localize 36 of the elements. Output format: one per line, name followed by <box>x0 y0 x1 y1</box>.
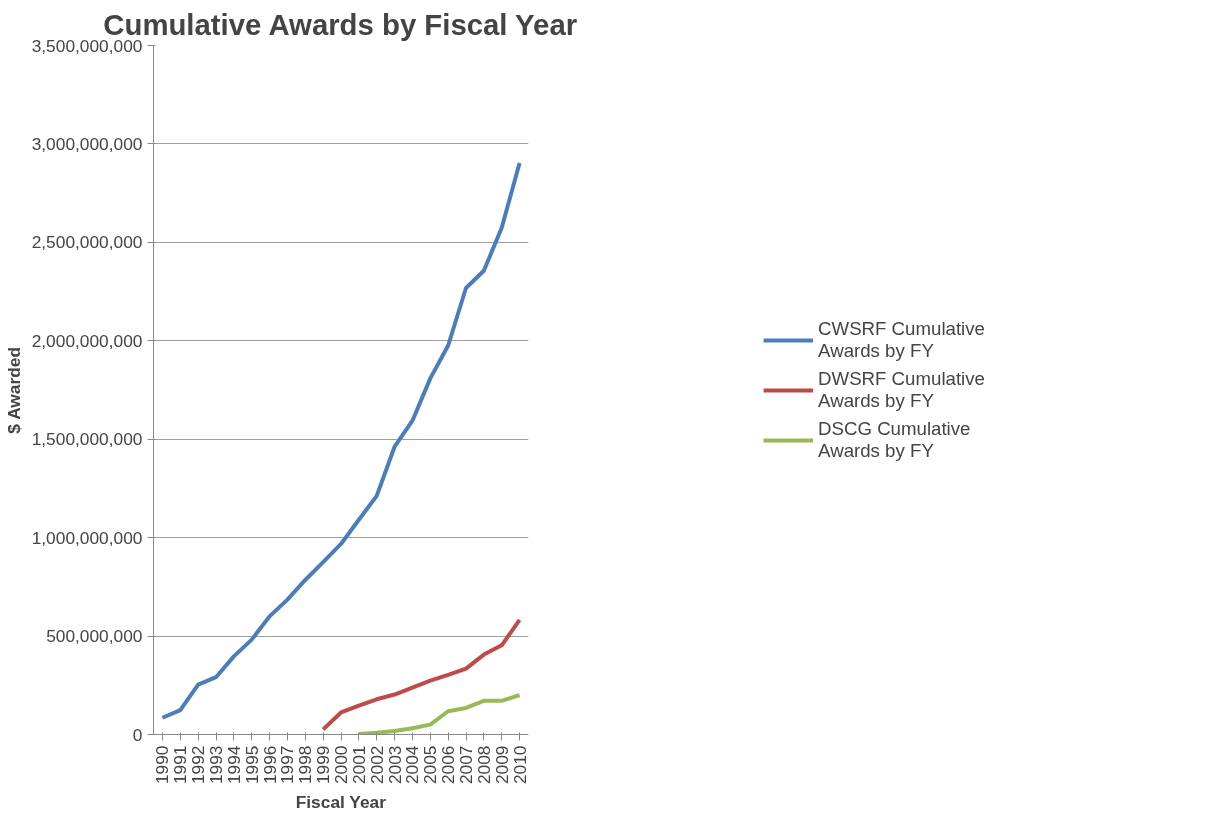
x-tick-label: 1999 <box>313 745 334 785</box>
y-tick-label: 0 <box>132 724 143 745</box>
y-tick-label: 2,000,000,000 <box>31 330 143 351</box>
x-tick-label: 2009 <box>491 745 512 785</box>
x-tick-label: 1995 <box>241 745 262 785</box>
x-tick-label: 2002 <box>366 745 387 785</box>
x-tick-label: 1993 <box>206 745 226 785</box>
line-series <box>160 161 522 720</box>
y-axis-title: $ Awarded <box>3 346 24 434</box>
x-tick-label: 2007 <box>456 745 476 785</box>
x-tick-label: 1990 <box>152 745 173 785</box>
x-tick-label: 2000 <box>331 745 351 785</box>
y-tick-label: 2,500,000,000 <box>31 232 143 253</box>
x-tick-label: 1996 <box>259 745 280 785</box>
x-tick-label: 2003 <box>384 745 405 785</box>
legend-label: DSCG Cumulative Awards by FY <box>818 417 971 462</box>
y-tick-label: 1,000,000,000 <box>31 527 143 548</box>
line-series <box>321 617 522 732</box>
x-tick-label: 1997 <box>277 745 298 785</box>
x-tick-label: 1998 <box>295 745 316 785</box>
x-tick-label: 1991 <box>170 745 191 785</box>
x-tick-label: 2001 <box>348 745 369 785</box>
x-tick-label: 1992 <box>188 745 209 785</box>
legend-label: CWSRF Cumulative Awards by FY <box>818 317 985 362</box>
x-axis-title: Fiscal Year <box>295 792 387 813</box>
y-tick-label: 500,000,000 <box>46 626 143 647</box>
x-tick-label: 1994 <box>223 745 244 785</box>
x-tick-label: 2006 <box>438 745 459 785</box>
y-tick-label: 3,000,000,000 <box>31 133 143 154</box>
legend-label: DWSRF Cumulative Awards by FY <box>818 367 985 412</box>
line-series <box>356 693 522 735</box>
x-tick-label: 2004 <box>402 745 423 785</box>
y-tick-label: 1,500,000,000 <box>31 429 143 450</box>
x-tick-label: 2008 <box>473 745 494 785</box>
x-tick-label: 2005 <box>420 745 441 785</box>
x-tick-label: 2010 <box>509 745 530 785</box>
